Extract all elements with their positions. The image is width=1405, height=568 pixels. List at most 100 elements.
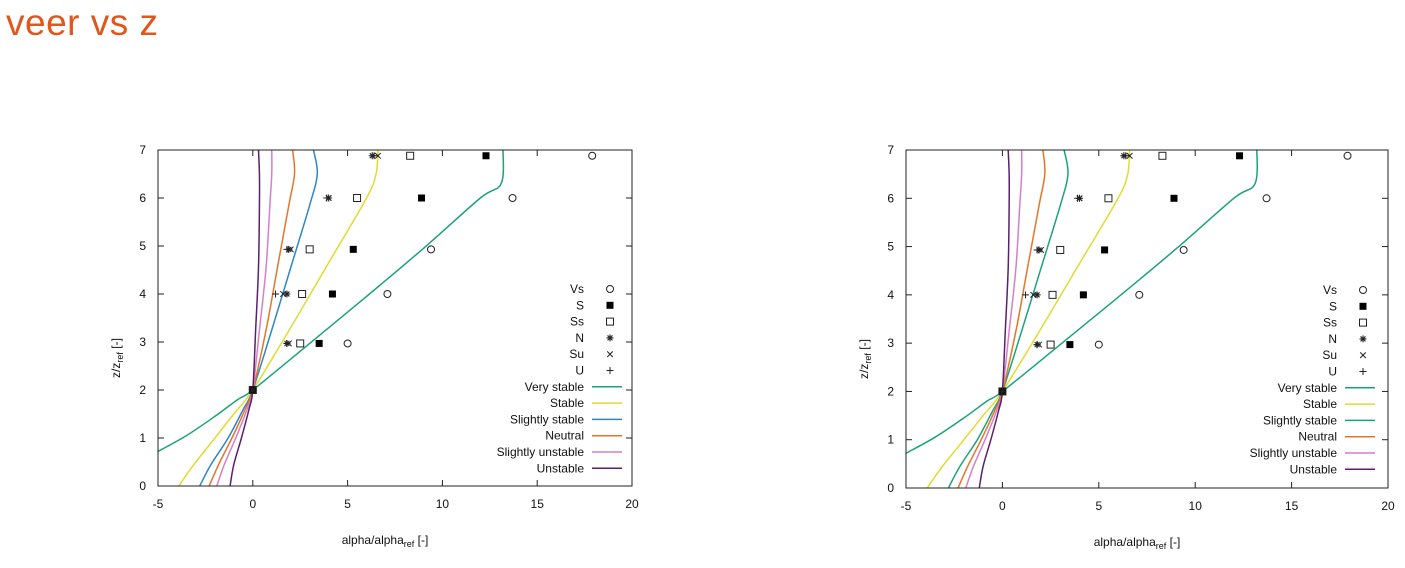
- curve-unstable: [229, 150, 261, 486]
- point-su: [1126, 152, 1133, 159]
- point-ss: [298, 290, 307, 298]
- point-ss: [1056, 245, 1065, 254]
- x-tick-label: 5: [1095, 499, 1102, 513]
- legend-marker: [606, 317, 614, 326]
- point-u: [1074, 194, 1082, 202]
- point-u: [1033, 341, 1041, 349]
- y-tick-label: 2: [887, 384, 894, 398]
- legend-marker: [1359, 352, 1367, 359]
- y-tick-label: 3: [887, 336, 894, 350]
- legend-marker: [606, 334, 614, 342]
- legend-label: Neutral: [1298, 430, 1337, 444]
- legend-marker: [1359, 318, 1367, 327]
- legend-label: S: [576, 298, 584, 312]
- point-n: [1033, 291, 1041, 299]
- point-vs: [343, 339, 352, 348]
- curve-neutral: [208, 150, 296, 486]
- point-s: [1170, 194, 1178, 202]
- curve-stable: [178, 150, 379, 486]
- markers: [998, 151, 1352, 396]
- y-tick-label: 3: [139, 335, 146, 349]
- legend-label: Su: [1322, 348, 1337, 362]
- legend-label: U: [1328, 365, 1337, 379]
- x-tick-label: 10: [436, 497, 450, 511]
- point-su: [1037, 246, 1045, 254]
- legend-label: U: [575, 364, 584, 378]
- legend-label: Vs: [570, 282, 584, 296]
- y-tick-label: 5: [139, 239, 146, 253]
- legend-label: N: [1328, 332, 1337, 346]
- curve-slightly-stable: [199, 150, 319, 486]
- point-su: [279, 290, 287, 298]
- point-vs: [427, 245, 436, 254]
- curve-slightly-stable: [947, 150, 1069, 488]
- point-vs: [1179, 245, 1188, 254]
- y-tick-label: 1: [139, 431, 146, 445]
- point-ss: [1158, 151, 1167, 160]
- point-su: [287, 246, 294, 253]
- y-axis-label: z/zref [-]: [857, 339, 873, 379]
- point-vs: [588, 151, 597, 160]
- point-ss: [1104, 194, 1113, 203]
- legend-label: Su: [569, 347, 584, 361]
- point-u: [249, 386, 257, 394]
- legend-marker: [606, 301, 614, 309]
- legend-label: Vs: [1323, 283, 1337, 297]
- point-vs: [1262, 194, 1271, 203]
- y-tick-label: 0: [887, 481, 894, 495]
- y-tick-label: 4: [887, 288, 894, 302]
- legend-label: Neutral: [545, 429, 584, 443]
- point-s: [349, 245, 357, 253]
- y-tick-label: 5: [887, 240, 894, 254]
- point-s: [1101, 246, 1109, 254]
- x-axis-label: alpha/alpharef [-]: [1094, 535, 1181, 551]
- curve-slightly-unstable: [216, 150, 273, 486]
- point-su: [374, 152, 382, 159]
- legend-label: Slightly unstable: [497, 445, 585, 459]
- legend-label: Stable: [550, 396, 584, 410]
- x-axis-label: alpha/alpharef [-]: [342, 533, 429, 549]
- curve-very-stable: [906, 150, 1259, 454]
- y-tick-label: 0: [139, 479, 146, 493]
- point-u: [370, 152, 378, 160]
- legend-label: Stable: [1303, 397, 1337, 411]
- point-ss: [296, 339, 305, 348]
- point-ss: [406, 151, 415, 160]
- point-s: [328, 290, 336, 298]
- x-tick-label: 15: [1285, 499, 1299, 513]
- legend-label: Unstable: [1290, 462, 1338, 476]
- point-u: [272, 290, 280, 298]
- curve-neutral: [957, 150, 1046, 488]
- x-tick-label: 10: [1189, 499, 1203, 513]
- legend-marker: [1359, 335, 1367, 343]
- chart-left: -5 0 5 10 15 20 0 1 2 3 4 5 6 7 alpha/alpharef [-] z/zr…: [109, 143, 639, 549]
- point-s: [1066, 341, 1074, 349]
- legend-marker: [606, 367, 614, 374]
- plot-frame: [157, 149, 633, 487]
- legend-label: N: [575, 331, 584, 345]
- point-s: [482, 152, 490, 160]
- legend-marker: [1359, 368, 1367, 375]
- x-tick-label: 15: [531, 497, 545, 511]
- y-axis-label: z/zref [-]: [109, 338, 125, 378]
- point-s: [315, 339, 323, 347]
- legend-label: Slightly stable: [1263, 413, 1337, 427]
- y-tick-label: 1: [887, 433, 894, 447]
- y-tick-label: 6: [887, 191, 894, 205]
- point-ss: [1046, 340, 1055, 349]
- slide-title: veer vs z: [6, 2, 159, 43]
- y-tick-label: 4: [139, 287, 146, 301]
- legend-label: Ss: [1323, 316, 1337, 330]
- y-tick-label: 6: [139, 191, 146, 205]
- point-ss: [1048, 290, 1057, 299]
- curve-slightly-unstable: [965, 150, 1023, 488]
- point-u: [1022, 291, 1030, 299]
- legend-label: Ss: [570, 315, 584, 329]
- legend-marker: [1359, 302, 1367, 310]
- x-tick-label: -5: [153, 497, 164, 511]
- x-tick-label: 5: [344, 497, 351, 511]
- curve-stable: [926, 150, 1131, 488]
- y-tick-label: 7: [139, 143, 146, 157]
- legend-label: Very stable: [1278, 381, 1338, 395]
